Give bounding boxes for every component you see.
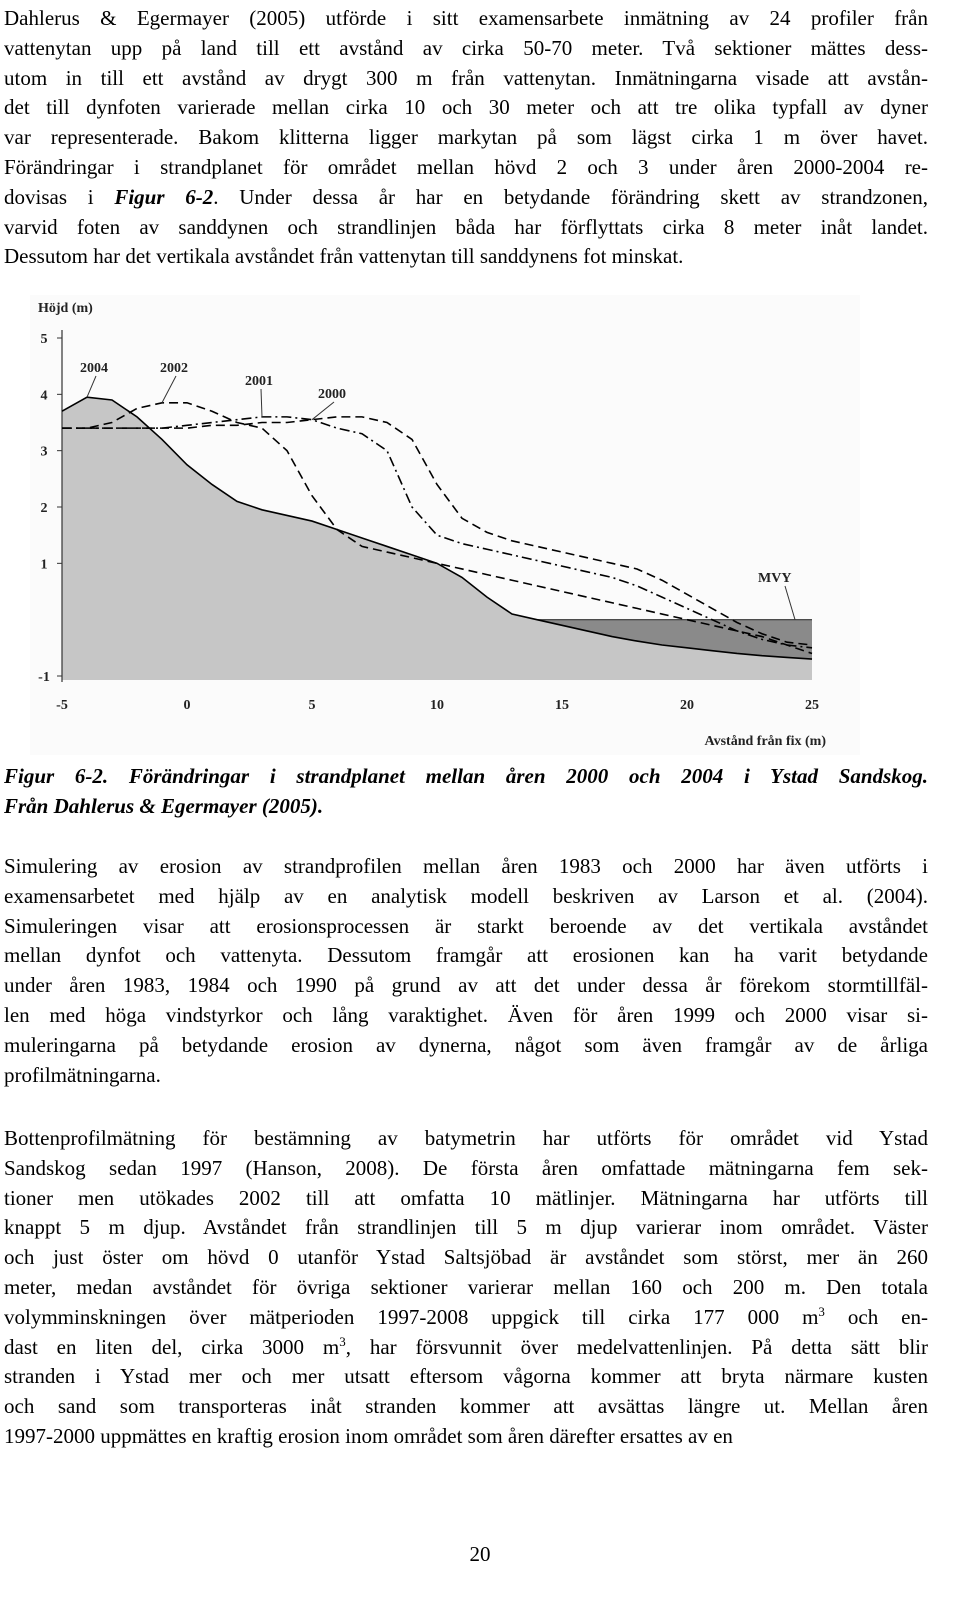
y-tick-label: 1	[41, 557, 48, 572]
text-line: Simuleringen visar att erosionsprocessen…	[4, 913, 928, 938]
text-line: Från Dahlerus & Egermayer (2005).	[4, 793, 324, 818]
text-line: muleringarna på betydande erosion av dyn…	[4, 1032, 928, 1057]
text-line: och sand som transporteras inåt stranden…	[4, 1394, 928, 1419]
page-number: 20	[469, 1542, 491, 1566]
x-tick-label: 25	[805, 698, 819, 713]
text-line: Förändringar i strandplanet för området …	[4, 154, 928, 179]
text-line: profilmätningarna.	[4, 1062, 161, 1087]
text-run: volymminskningen över mätperioden 1997-2…	[4, 1304, 819, 1329]
text-line: stranden i Ystad mer och mer utsatt efte…	[4, 1364, 928, 1389]
series-label: 2000	[318, 387, 346, 402]
series-line	[62, 416, 813, 649]
figure-caption: Figur 6-2. Förändringar i strandplanet m…	[4, 762, 928, 822]
series-line	[61, 396, 813, 660]
x-tick-label: 15	[555, 698, 569, 713]
text-line: Dessutom har det vertikala avståndet frå…	[4, 244, 684, 269]
text-line: examensarbetet med hjälp av en analytisk…	[4, 883, 928, 908]
text-run: dast en liten del, cirka 3000 m	[4, 1334, 340, 1359]
y-tick-label: 5	[41, 332, 48, 347]
x-tick-label: -5	[56, 698, 68, 713]
text-run: Figur 6-2	[114, 184, 214, 209]
leader-line	[784, 585, 796, 620]
text-line: mellan dynfot och vattenyta. Dessutom fr…	[4, 943, 928, 968]
x-tick-label: 10	[430, 698, 444, 713]
paragraph: Bottenprofilmätning för bestämning av ba…	[4, 1124, 928, 1452]
leader-line	[161, 375, 177, 404]
text-line: Figur 6-2. Förändringar i strandplanet m…	[4, 764, 928, 788]
x-tick-label: 5	[309, 698, 316, 713]
text-line: 1997-2000 uppmättes en kraftig erosion i…	[4, 1423, 733, 1448]
paragraph: Dahlerus & Egermayer (2005) utförde i si…	[4, 4, 928, 272]
leader-line	[260, 388, 263, 417]
superscript: 3	[818, 1303, 825, 1319]
series-label: 2002	[160, 361, 188, 376]
x-axis-title: Avstånd från fix (m)	[705, 734, 827, 749]
text-run: och en-	[824, 1304, 928, 1329]
text-line: Bottenprofilmätning för bestämning av ba…	[4, 1126, 928, 1150]
paragraph: Simulering av erosion av strandprofilen …	[4, 852, 928, 1090]
text-line: meter, medan avståndet för övriga sektio…	[4, 1274, 928, 1299]
text-line: volymminskningen över mätperioden 1997-2…	[4, 1303, 928, 1333]
text-line: under åren 1983, 1984 och 1990 på grund …	[4, 973, 928, 998]
text-line: dovisas i Figur 6-2. Under dessa år har …	[4, 183, 928, 213]
text-line: Simulering av erosion av strandprofilen …	[4, 854, 928, 878]
text-line: knappt 5 m djup. Avståndet från strandli…	[4, 1215, 928, 1240]
y-tick-label: -1	[38, 670, 50, 685]
figure: Höjd (m) Avstånd från fix (m) MVY -1 1 2 3 4 5…	[30, 295, 860, 755]
y-tick-label: 4	[41, 388, 48, 403]
text-line: len med höga vindstyrkor och lång varakt…	[4, 1002, 928, 1027]
text-line: dast en liten del, cirka 3000 m3, har fö…	[4, 1333, 928, 1363]
x-tick-label: 20	[680, 698, 694, 713]
text-run: , har försvunnit över medelvattenlinjen.…	[345, 1334, 928, 1359]
text-line: och just öster om hövd 0 utanför Ystad S…	[4, 1245, 928, 1270]
leader-line	[86, 375, 97, 398]
superscript: 3	[339, 1333, 346, 1349]
text-run: dovisas i	[4, 184, 115, 209]
series-line	[62, 401, 813, 655]
y-tick-label: 2	[41, 501, 48, 516]
series-label: 2001	[245, 374, 273, 389]
text-run: . Under dessa år har en betydande föränd…	[213, 184, 928, 209]
series-label: 2004	[80, 361, 108, 376]
y-tick-label: 3	[41, 445, 48, 460]
profile-area	[62, 397, 812, 680]
sea-area	[537, 619, 812, 660]
sea-level-label: MVY	[758, 571, 791, 586]
series-line	[62, 416, 813, 646]
x-tick-label: 0	[184, 698, 191, 713]
text-line: vattenytan upp på land till ett avstånd …	[4, 35, 928, 60]
text-line: det till dynfoten varierade mellan cirka…	[4, 95, 928, 120]
text-line: utom in till ett avstånd av drygt 300 m …	[4, 65, 928, 90]
text-line: varvid foten av sanddynen och strandlinj…	[4, 214, 928, 239]
leader-line	[311, 401, 335, 421]
text-line: Dahlerus & Egermayer (2005) utförde i si…	[4, 6, 928, 30]
text-line: var representerade. Bakom klitterna ligg…	[4, 125, 928, 150]
text-line: tioner men utökades 2002 till att omfatt…	[4, 1185, 928, 1210]
y-axis-title: Höjd (m)	[38, 301, 93, 316]
text-line: Sandskog sedan 1997 (Hanson, 2008). De f…	[4, 1155, 928, 1180]
